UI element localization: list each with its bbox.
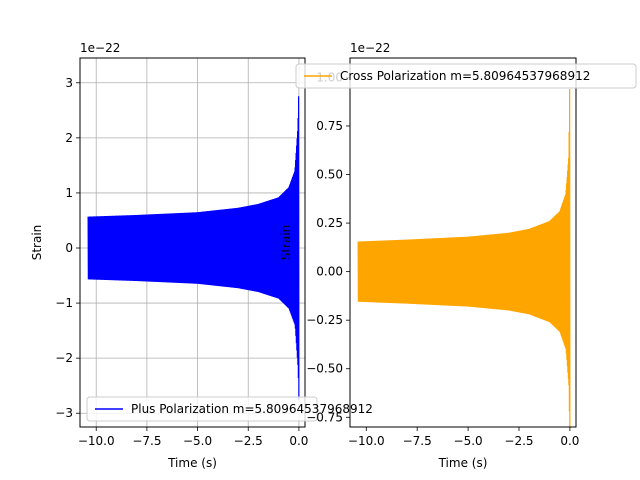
axes-frame xyxy=(79,57,306,428)
x-tick-label: −5.0 xyxy=(183,434,212,448)
y-tick-label: −2 xyxy=(55,351,73,365)
x-tick-label: −2.5 xyxy=(234,434,263,448)
legend: Cross Polarization m=5.80964537968912 xyxy=(295,63,637,89)
legend-label: Cross Polarization m=5.80964537968912 xyxy=(340,69,590,83)
y-axis-label: Strain xyxy=(279,225,293,261)
series-line xyxy=(87,96,300,400)
x-tick-label: −10.0 xyxy=(78,434,115,448)
y-tick-label: −0.75 xyxy=(306,410,343,424)
y-tick-label: −3 xyxy=(55,406,73,420)
y-ticks: −3 −2 −1 0 1 2 3 xyxy=(55,76,80,420)
x-tick-label: −7.5 xyxy=(132,434,161,448)
y-ticks: −0.75−0.50−0.250.000.250.500.751.00 xyxy=(306,70,350,424)
y-tick-label: 0.75 xyxy=(316,119,343,133)
legend: Plus Polarization m=5.80964537968912 xyxy=(86,396,373,422)
x-tick-label: −5.0 xyxy=(454,434,483,448)
y-tick-label: −0.25 xyxy=(306,313,343,327)
y-tick-label: 0.50 xyxy=(316,168,343,182)
chart-plus-polarization: −10.0 −7.5 −5.0 −2.5 0.0 −3 −2 −1 0 1 2 3 Time (s)… xyxy=(30,41,373,470)
y-offset-label: 1e−22 xyxy=(80,41,120,55)
x-ticks: −10.0 −7.5 −5.0 −2.5 0.0 xyxy=(78,427,308,448)
x-ticks: −10.0 −7.5 −5.0 −2.5 0.0 xyxy=(348,427,579,448)
y-offset-label: 1e−22 xyxy=(350,41,390,55)
y-tick-label: 1 xyxy=(65,186,73,200)
y-tick-label: 0.00 xyxy=(316,265,343,279)
y-tick-label: −0.50 xyxy=(306,362,343,376)
series-layer xyxy=(87,96,300,400)
y-axis-label: Strain xyxy=(30,225,44,261)
legend-box xyxy=(295,63,637,89)
x-tick-label: 0.0 xyxy=(560,434,579,448)
legend-box xyxy=(86,396,318,422)
axes-frame xyxy=(349,57,577,428)
y-tick-label: −1 xyxy=(55,296,73,310)
y-tick-label: 3 xyxy=(65,76,73,90)
x-tick-label: −7.5 xyxy=(403,434,432,448)
x-axis-label: Time (s) xyxy=(167,456,217,470)
y-tick-label: 0 xyxy=(65,241,73,255)
x-tick-label: −10.0 xyxy=(348,434,385,448)
series-line xyxy=(357,88,571,427)
series-layer xyxy=(357,88,571,427)
x-tick-label: −2.5 xyxy=(504,434,533,448)
x-tick-label: 0.0 xyxy=(289,434,308,448)
legend-label: Plus Polarization m=5.80964537968912 xyxy=(131,402,373,416)
chart-cross-polarization: −10.0 −7.5 −5.0 −2.5 0.0 −0.75−0.50−0.250.00… xyxy=(279,41,637,470)
y-tick-label: 2 xyxy=(65,131,73,145)
x-axis-label: Time (s) xyxy=(438,456,488,470)
y-tick-label: 0.25 xyxy=(316,216,343,230)
